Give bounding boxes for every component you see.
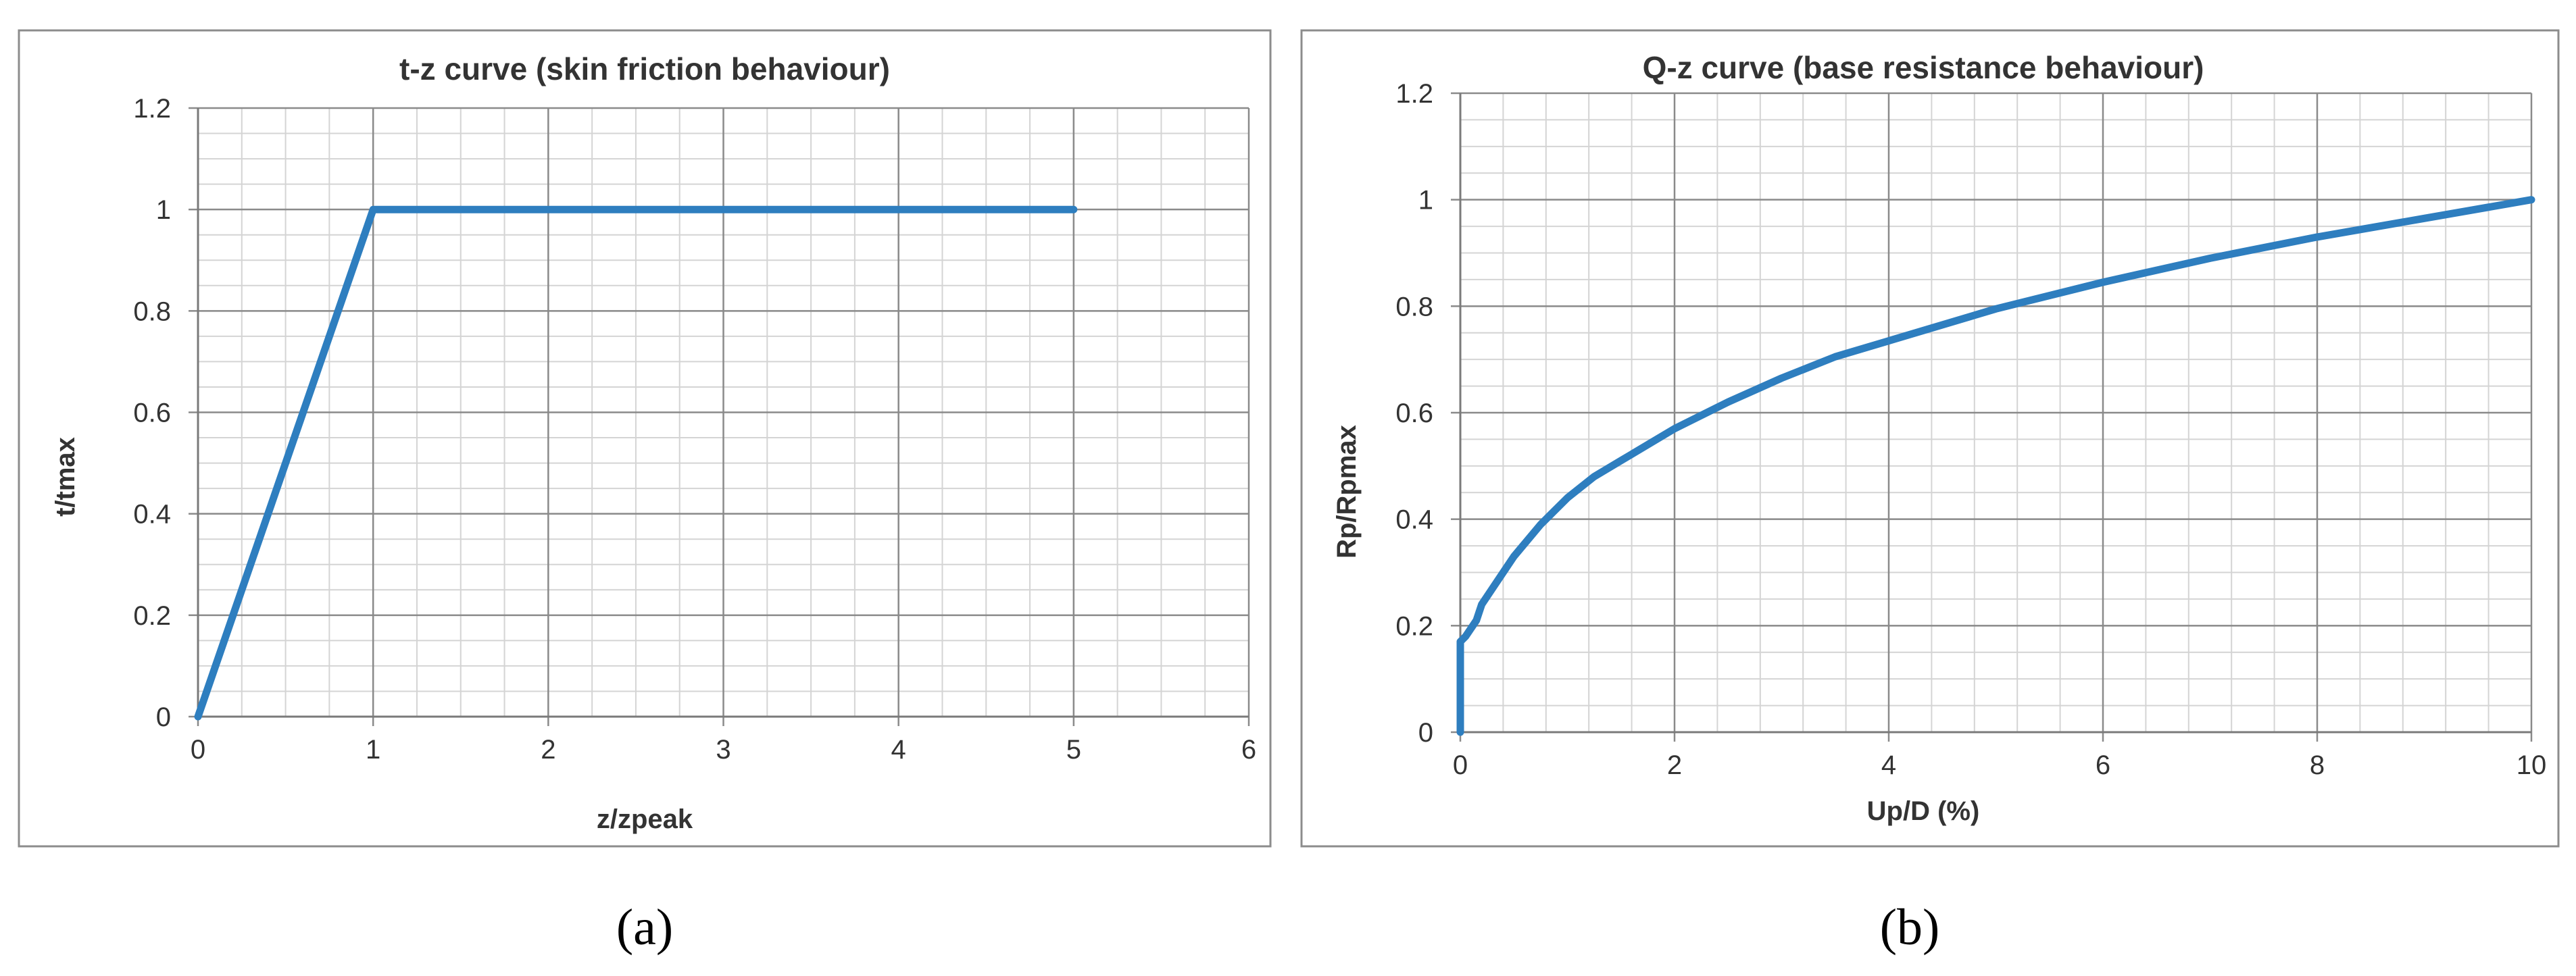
panel-label: (b) <box>1880 899 1940 956</box>
y-tick-label: 0 <box>1418 718 1433 748</box>
x-axis-label: z/zpeak <box>597 804 693 834</box>
chart-title: t-z curve (skin friction behaviour) <box>399 51 890 86</box>
y-tick-label: 0.8 <box>1395 292 1433 322</box>
x-tick-label: 2 <box>1667 750 1682 780</box>
y-tick-label: 1.2 <box>133 94 171 124</box>
chart-border <box>1300 29 2560 848</box>
x-tick-label: 6 <box>2096 750 2110 780</box>
y-tick-label: 1 <box>1418 186 1433 215</box>
x-tick-label: 0 <box>191 735 205 765</box>
y-tick-label: 0.8 <box>133 297 171 326</box>
x-tick-label: 3 <box>716 735 730 765</box>
y-axis-label: Rp/Rpmax <box>1332 425 1362 559</box>
x-tick-label: 0 <box>1453 750 1468 780</box>
x-tick-label: 6 <box>1241 735 1256 765</box>
plot-area: 0 1 2 3 4 5 6 0 0.2 0.4 0.6 0.8 1 1.2 <box>133 94 1256 765</box>
x-tick-label: 1 <box>366 735 380 765</box>
x-tick-label: 10 <box>2517 750 2547 780</box>
q-z-chart: Q-z curve (base resistance behaviour) Up… <box>1300 29 2560 956</box>
y-tick-label: 0.4 <box>1395 505 1433 535</box>
x-tick-label: 2 <box>541 735 555 765</box>
y-tick-label: 0.4 <box>133 500 171 530</box>
x-tick-label: 4 <box>1881 750 1896 780</box>
y-tick-label: 0.2 <box>1395 611 1433 641</box>
x-axis-label: Up/D (%) <box>1867 796 1980 826</box>
series-line <box>1456 196 2535 736</box>
series-line <box>194 205 1078 721</box>
y-tick-label: 1 <box>156 195 171 225</box>
panel-label: (a) <box>616 899 673 956</box>
y-tick-label: 0.6 <box>1395 399 1433 428</box>
y-tick-label: 0.2 <box>133 601 171 631</box>
chart-title: Q-z curve (base resistance behaviour) <box>1643 50 2204 85</box>
plot-area: 0 2 4 6 8 10 0 0.2 0.4 0.6 0.8 1 1.2 <box>1395 79 2546 780</box>
x-tick-label: 4 <box>891 735 906 765</box>
y-tick-label: 0.6 <box>133 399 171 428</box>
chart-panel-a: t-z curve (skin friction behaviour) z/zp… <box>0 0 1288 973</box>
t-z-chart: t-z curve (skin friction behaviour) z/zp… <box>18 29 1272 956</box>
x-tick-label: 5 <box>1066 735 1081 765</box>
x-tick-label: 8 <box>2310 750 2325 780</box>
y-tick-label: 0 <box>156 702 171 732</box>
y-tick-label: 1.2 <box>1395 79 1433 109</box>
y-axis-label: t/tmax <box>51 437 80 517</box>
chart-panel-b: Q-z curve (base resistance behaviour) Up… <box>1288 0 2576 973</box>
